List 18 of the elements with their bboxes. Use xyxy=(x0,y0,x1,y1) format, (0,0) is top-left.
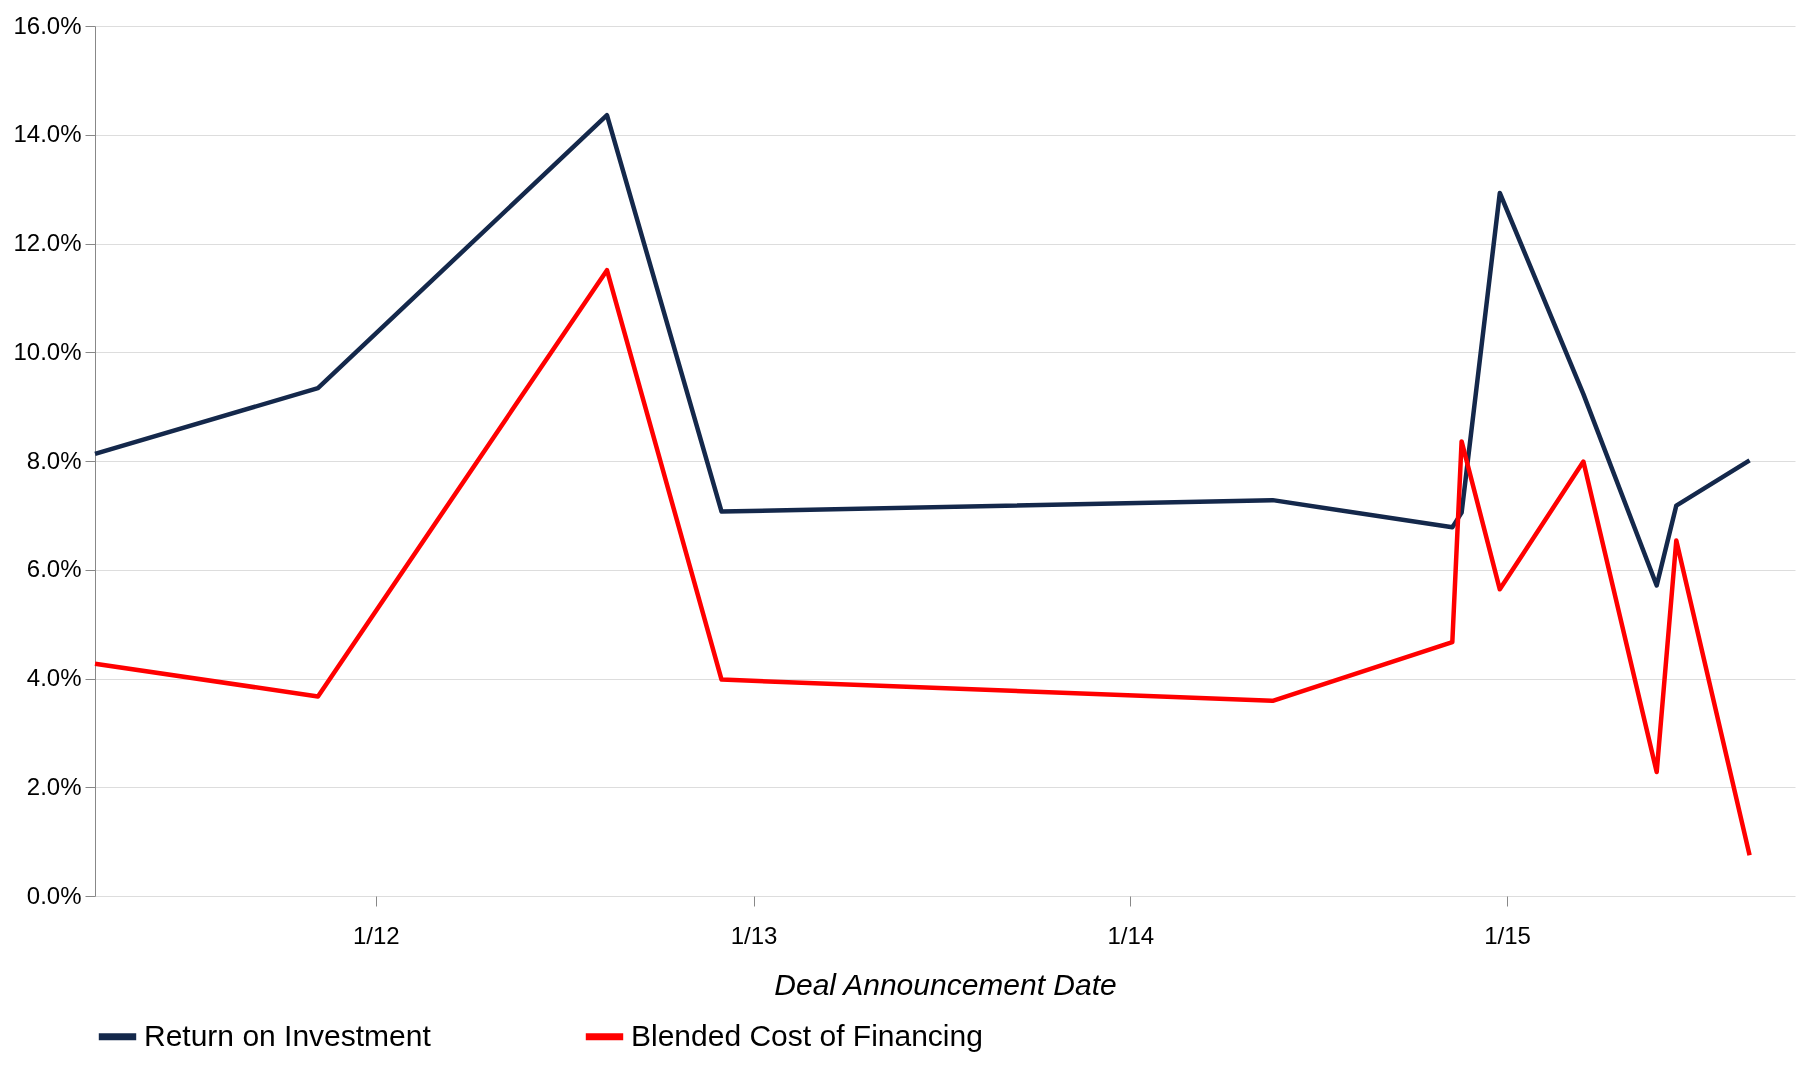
x-tick-label: 1/14 xyxy=(1107,921,1155,949)
y-tick-label: 10.0% xyxy=(13,337,82,365)
line-series xyxy=(92,112,1752,588)
x-tick-label: 1/13 xyxy=(730,921,778,949)
y-tick-label: 0.0% xyxy=(26,881,82,909)
line-series xyxy=(92,267,1752,858)
y-tick-label: 16.0% xyxy=(13,11,82,39)
x-tick-label: 1/12 xyxy=(352,921,400,949)
y-tick-label: 8.0% xyxy=(26,446,82,474)
x-tick-label: 1/15 xyxy=(1484,921,1531,949)
legend-label: Blended Cost of Financing xyxy=(631,1018,983,1052)
x-axis-title: Deal Announcement Date xyxy=(774,967,1117,1001)
y-tick-label: 6.0% xyxy=(26,555,82,583)
legend-label: Return on Investment xyxy=(144,1018,432,1052)
y-tick-label: 4.0% xyxy=(26,664,82,691)
y-tick-label: 14.0% xyxy=(13,120,82,148)
y-tick-label: 12.0% xyxy=(13,229,82,256)
y-tick-label: 2.0% xyxy=(26,772,82,800)
